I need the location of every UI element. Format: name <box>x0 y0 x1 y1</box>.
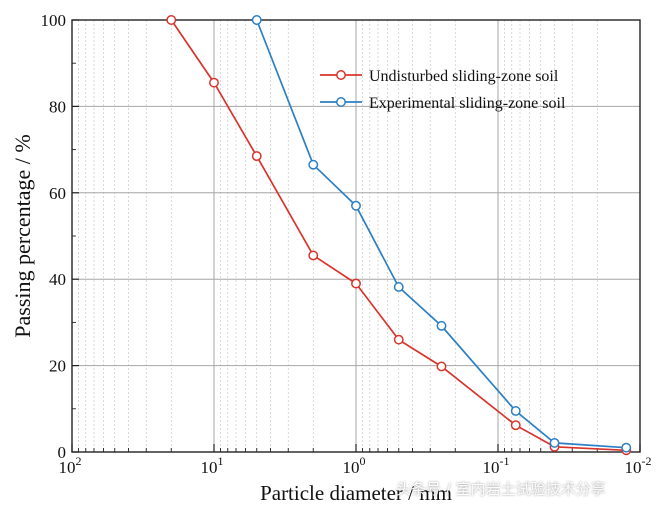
y-tick-label: 80 <box>49 97 66 116</box>
legend-label: Experimental sliding-zone soil <box>369 95 566 112</box>
watermark: 头条号 / 室内岩土试验技术分享 <box>396 480 606 498</box>
data-point <box>621 442 632 453</box>
data-point <box>209 77 219 88</box>
y-axis-ticks: 0 20 40 60 80 100 <box>41 11 79 462</box>
y-tick-label: 60 <box>49 184 66 203</box>
data-point <box>351 200 361 211</box>
data-point <box>308 250 319 261</box>
data-point <box>510 406 521 416</box>
x-tick-label: 101 <box>201 454 224 477</box>
data-point <box>436 320 447 331</box>
x-tick-label: 100 <box>343 454 366 477</box>
data-point <box>549 437 560 448</box>
data-point <box>251 151 262 162</box>
data-point <box>436 361 447 372</box>
series-layer <box>166 15 632 456</box>
data-point <box>166 15 177 25</box>
legend: Undisturbed sliding-zone soil Experimenta… <box>320 68 566 112</box>
legend-marker <box>336 70 346 80</box>
legend-marker <box>336 97 346 107</box>
minor-gridlines <box>78 20 598 452</box>
data-point <box>251 15 262 25</box>
legend-label: Undisturbed sliding-zone soil <box>369 68 559 85</box>
y-tick-label: 40 <box>49 270 66 289</box>
data-point <box>393 334 404 345</box>
series-2 <box>251 15 632 453</box>
series-line <box>255 19 627 449</box>
x-axis-label: Particle diameter / mm <box>260 481 452 505</box>
data-point <box>393 282 404 292</box>
x-tick-label: 10-1 <box>483 454 510 477</box>
legend-entry-2: Experimental sliding-zone soil <box>320 95 566 112</box>
x-tick-label: 102 <box>59 454 82 477</box>
data-point <box>351 278 361 289</box>
x-tick-label: 10-2 <box>625 454 652 477</box>
y-tick-label: 0 <box>58 443 67 462</box>
y-axis-label: Passing percentage / % <box>10 134 35 337</box>
series-line <box>170 19 627 452</box>
y-tick-label: 20 <box>49 357 66 376</box>
data-point <box>510 420 521 431</box>
legend-entry-1: Undisturbed sliding-zone soil <box>320 68 559 85</box>
data-point <box>308 159 319 170</box>
x-axis-ticks: 102 101 100 10-1 10-2 <box>59 444 652 477</box>
y-tick-label: 100 <box>41 11 67 30</box>
